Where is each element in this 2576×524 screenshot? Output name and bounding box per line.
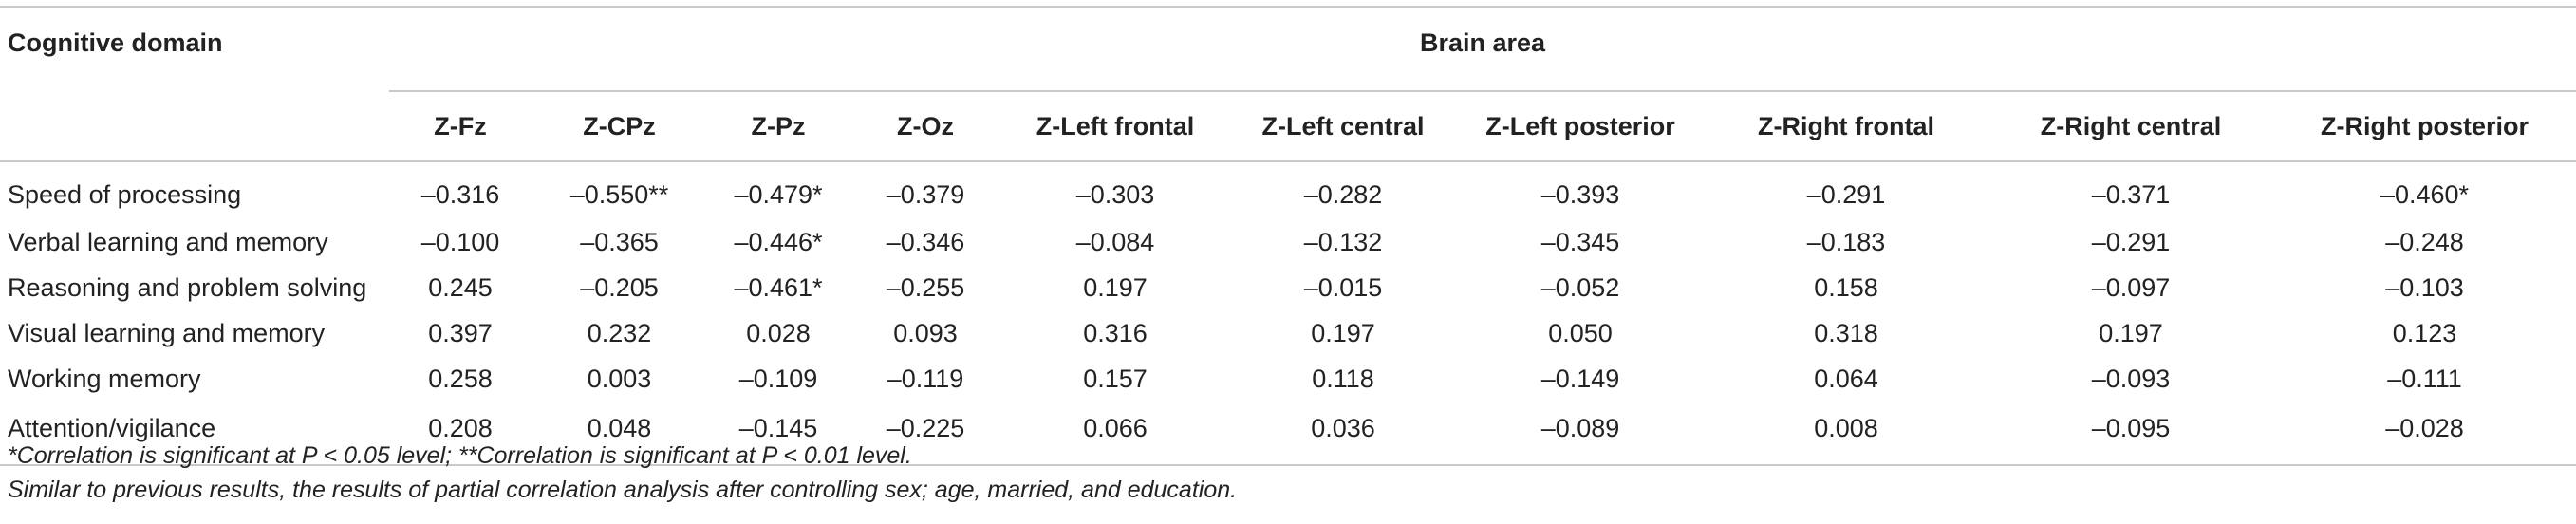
table-cell: 0.245 — [428, 272, 493, 302]
table-cell: –0.028 — [2273, 402, 2576, 466]
table-cell: 0.123 — [2392, 318, 2457, 347]
table-cell: 0.318 — [1814, 318, 1878, 347]
table-cell: –0.183 — [1806, 227, 1886, 256]
table-cell: –0.103 — [2385, 272, 2464, 302]
table-cell: –0.446* — [734, 227, 823, 256]
table-cell: –0.460* — [2380, 179, 2470, 209]
table-cell: –0.291 — [2091, 227, 2171, 256]
table-cell: 0.197 — [2099, 318, 2163, 347]
table-cell: 0.258 — [428, 364, 493, 393]
table-cell: –0.093 — [2091, 364, 2171, 393]
table-cell: –0.205 — [580, 272, 659, 302]
table-row: Verbal learning and memory –0.100 –0.365… — [0, 219, 2576, 265]
table-cell: –0.145 — [707, 402, 849, 466]
table-cell: 0.208 — [389, 402, 532, 466]
row-label: Working memory — [8, 364, 201, 393]
row-label: Attention/vigilance — [0, 402, 389, 466]
table-cell: 0.036 — [1229, 402, 1457, 466]
partial-correlation-footnote: Similar to previous results, the results… — [8, 477, 1238, 503]
table-cell: 0.397 — [428, 318, 493, 347]
table-cell: –0.089 — [1457, 402, 1704, 466]
table-cell: –0.371 — [2091, 179, 2171, 209]
column-header: Z-Left posterior — [1457, 91, 1704, 162]
column-header: Z-Left central — [1229, 91, 1457, 162]
table-cell: 0.197 — [1083, 272, 1148, 302]
correlation-table: Cognitive domain Brain area Z-Fz Z-CPz Z… — [0, 6, 2576, 466]
table-row: Working memory 0.258 0.003 –0.109 –0.119… — [0, 356, 2576, 402]
table-cell: –0.248 — [2385, 227, 2464, 256]
column-header: Z-Left frontal — [1001, 91, 1229, 162]
table-cell: 0.197 — [1311, 318, 1375, 347]
table-cell: 0.316 — [1083, 318, 1148, 347]
row-label: Verbal learning and memory — [8, 227, 328, 256]
table-cell: –0.479* — [734, 179, 823, 209]
table-row: Speed of processing –0.316 –0.550** –0.4… — [0, 161, 2576, 219]
table-cell: –0.084 — [1075, 227, 1155, 256]
column-header: Z-CPz — [532, 91, 707, 162]
table-cell: –0.345 — [1540, 227, 1620, 256]
row-label: Reasoning and problem solving — [8, 272, 367, 302]
table-cell: –0.095 — [1988, 402, 2273, 466]
table-footnotes: *Correlation is significant at P < 0.05 … — [8, 439, 1237, 507]
table-cell: –0.119 — [887, 364, 964, 393]
table-cell: 0.118 — [1312, 364, 1374, 393]
table-cell: –0.291 — [1806, 179, 1886, 209]
column-header: Z-Right posterior — [2273, 91, 2576, 162]
table-row: Visual learning and memory 0.397 0.232 0… — [0, 310, 2576, 356]
table-cell: –0.282 — [1303, 179, 1383, 209]
significance-footnote: *Correlation is significant at P < 0.05 … — [8, 442, 912, 469]
domain-column-header: Cognitive domain — [0, 6, 389, 91]
table-cell: –0.100 — [420, 227, 500, 256]
table-cell: 0.008 — [1704, 402, 1988, 466]
row-label: Visual learning and memory — [8, 318, 326, 347]
table-cell: –0.365 — [580, 227, 659, 256]
table-cell: –0.379 — [886, 179, 965, 209]
header-row-top: Cognitive domain Brain area — [0, 6, 2576, 92]
table-cell: 0.157 — [1083, 364, 1148, 393]
table-cell: –0.132 — [1303, 227, 1383, 256]
table-cell: –0.052 — [1540, 272, 1620, 302]
table-cell: –0.255 — [886, 272, 965, 302]
table-cell: 0.003 — [587, 364, 652, 393]
column-header: Z-Fz — [389, 91, 532, 162]
table-cell: –0.550** — [569, 179, 669, 209]
table-cell: –0.097 — [2091, 272, 2171, 302]
table-cell: 0.093 — [893, 318, 958, 347]
table-cell: 0.050 — [1548, 318, 1613, 347]
table-cell: 0.028 — [746, 318, 811, 347]
table-cell: 0.048 — [532, 402, 707, 466]
table-cell: –0.316 — [420, 179, 500, 209]
table-cell: –0.015 — [1303, 272, 1383, 302]
table-cell: 0.232 — [587, 318, 652, 347]
table-cell: –0.111 — [2387, 364, 2462, 393]
column-header: Z-Right central — [1988, 91, 2273, 162]
table-cell: –0.461* — [734, 272, 823, 302]
table-cell: 0.158 — [1814, 272, 1878, 302]
table-cell: –0.225 — [849, 402, 1001, 466]
table-cell: –0.393 — [1540, 179, 1620, 209]
table-cell: –0.149 — [1540, 364, 1620, 393]
table-cell: 0.066 — [1001, 402, 1229, 466]
column-header: Z-Pz — [707, 91, 849, 162]
table-cell: –0.303 — [1075, 179, 1155, 209]
table-row: Reasoning and problem solving 0.245 –0.2… — [0, 265, 2576, 310]
column-header: Z-Oz — [849, 91, 1001, 162]
table-cell: 0.064 — [1814, 364, 1878, 393]
header-row-columns: Z-Fz Z-CPz Z-Pz Z-Oz Z-Left frontal Z-Le… — [0, 91, 2576, 162]
table-cell: –0.346 — [886, 227, 965, 256]
table-cell: –0.109 — [738, 364, 818, 393]
table-row: Attention/vigilance 0.208 0.048 –0.145 –… — [0, 402, 2576, 466]
column-header: Z-Right frontal — [1704, 91, 1988, 162]
brain-area-group-header: Brain area — [389, 6, 2576, 92]
empty-header-cell — [0, 91, 389, 162]
row-label: Speed of processing — [8, 179, 242, 209]
